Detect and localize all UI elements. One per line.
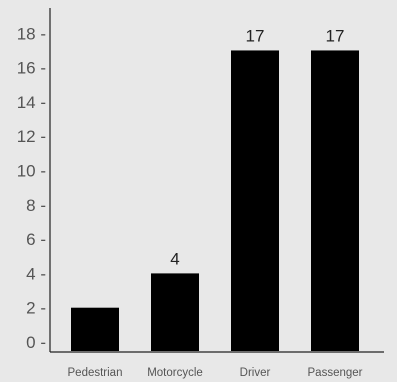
y-axis-ticks: 0 - 2 - 4 - 6 - 8 - 10 - 12 - 14 - 16 - 18 - [17, 24, 46, 352]
y-tick-label: 8 - [26, 196, 46, 215]
y-tick-label: 4 - [26, 264, 46, 283]
y-tick-label: 12 - [17, 127, 46, 146]
bar-pedestrian [71, 307, 119, 351]
bar-driver [231, 50, 279, 351]
bar-motorcycle [151, 273, 199, 351]
y-tick-label: 14 - [17, 93, 46, 112]
data-label-passenger: 17 [326, 26, 345, 45]
bar-passenger [311, 50, 359, 351]
category-label-motorcycle: Motorcycle [147, 367, 203, 379]
data-label-driver: 17 [246, 26, 265, 45]
y-tick-label: 16 - [17, 59, 46, 78]
y-tick-label: 10 - [17, 162, 46, 181]
data-labels: 4 17 17 [170, 26, 344, 268]
y-tick-label: 6 - [26, 230, 46, 249]
y-tick-label: 0 - [26, 333, 46, 352]
x-axis-labels: Pedestrian Motorcycle Driver Passenger [68, 367, 363, 379]
category-label-passenger: Passenger [308, 367, 363, 379]
bars [71, 50, 359, 351]
category-label-driver: Driver [240, 367, 271, 379]
y-tick-label: 18 - [17, 24, 46, 43]
data-label-motorcycle: 4 [170, 249, 179, 268]
y-tick-label: 2 - [26, 299, 46, 318]
category-label-pedestrian: Pedestrian [68, 367, 123, 379]
